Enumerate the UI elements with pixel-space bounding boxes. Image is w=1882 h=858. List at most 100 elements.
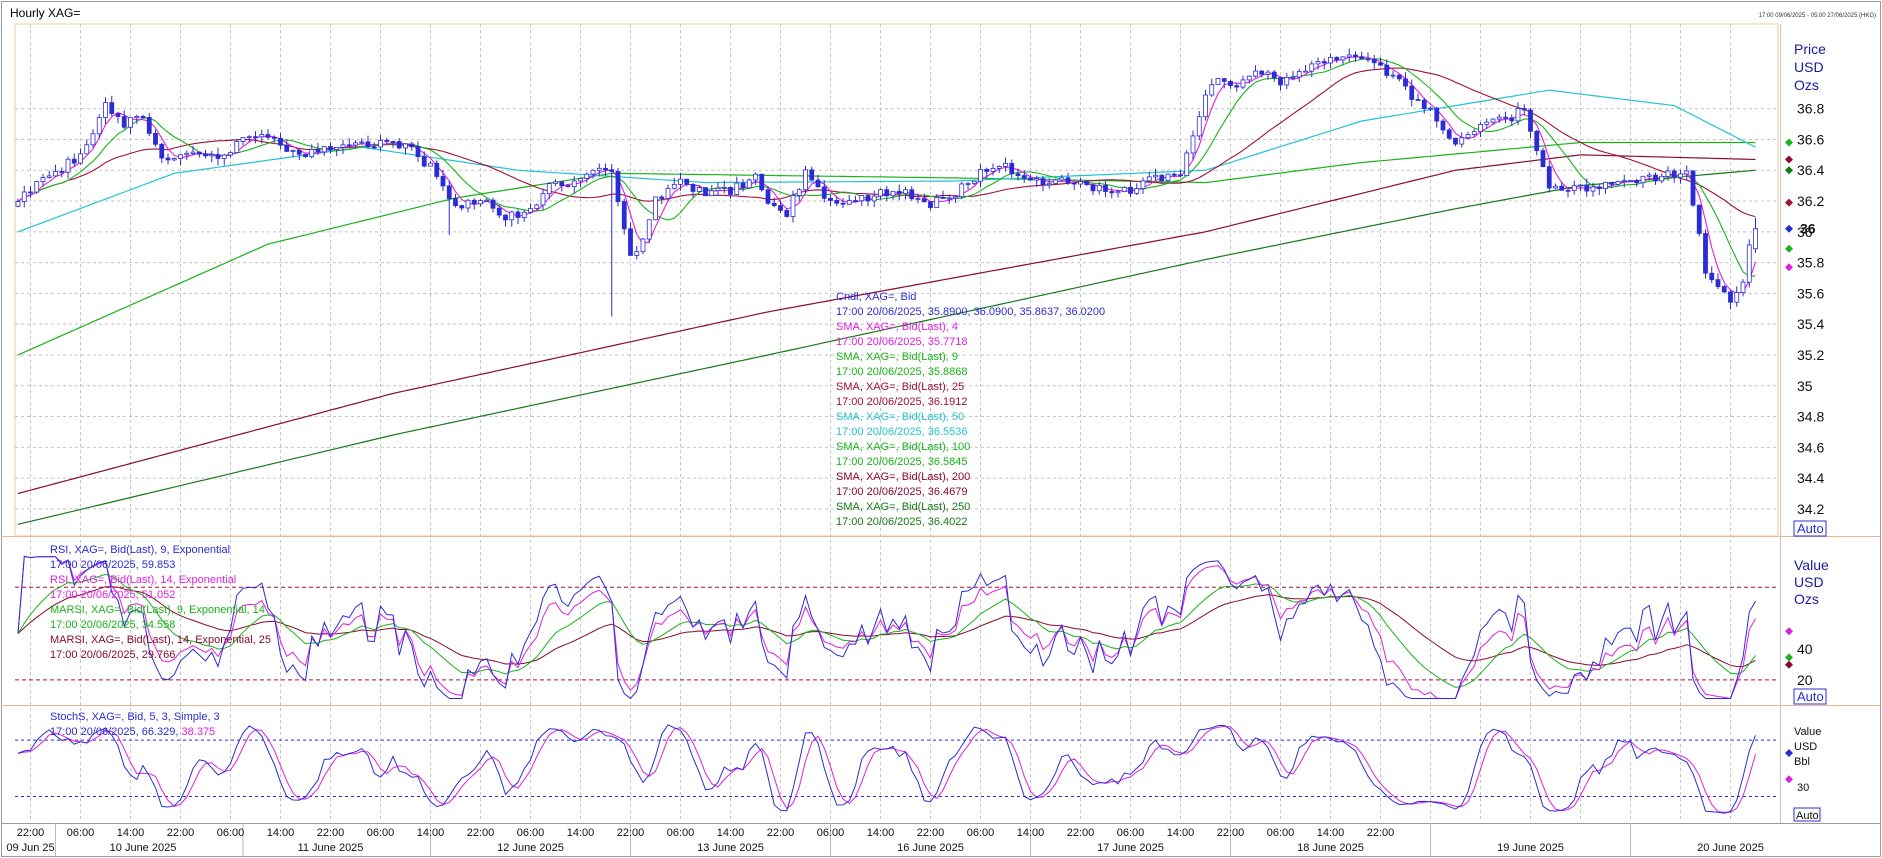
candle	[1053, 178, 1058, 184]
candle-body	[1596, 186, 1602, 190]
candle	[1346, 48, 1352, 62]
candle	[421, 151, 427, 168]
candle	[309, 144, 315, 159]
candle	[1421, 97, 1427, 114]
candle-body	[1546, 166, 1552, 189]
candle	[1253, 65, 1258, 78]
candle	[740, 179, 746, 192]
candle-body	[1728, 291, 1733, 303]
candle-body	[253, 136, 258, 139]
candle-body	[65, 158, 71, 173]
candle-body	[440, 176, 446, 187]
candle	[515, 209, 521, 224]
candle	[1015, 168, 1021, 181]
candle	[1103, 181, 1108, 198]
candle-body	[53, 171, 58, 177]
x-hour-label: 06:00	[1267, 827, 1295, 839]
x-date-label: 16 June 2025	[897, 842, 964, 854]
stoch-legend-d: 38.375	[182, 726, 216, 738]
candle-body	[1615, 181, 1621, 185]
candle-body	[1578, 184, 1583, 187]
x-date-label: 09 Jun 25	[6, 842, 54, 854]
price-tick-label: 36.6	[1797, 131, 1824, 147]
candle-body	[796, 189, 802, 196]
candle	[853, 195, 858, 202]
price-tick-label: 36.2	[1797, 193, 1824, 209]
axis-title-line: Ozs	[1794, 591, 1819, 607]
axis-title-line: Price	[1794, 41, 1826, 57]
candle	[646, 219, 652, 244]
legend-line: MARSI, XAG=, Bid(Last), 14, Exponential,…	[50, 634, 271, 646]
candlestick-series	[15, 48, 1758, 317]
candle-body	[1559, 185, 1565, 191]
candle-body	[1634, 180, 1640, 184]
candle	[1071, 182, 1077, 190]
x-hour-label: 22:00	[617, 827, 645, 839]
candle	[896, 184, 902, 201]
x-hour-label: 22:00	[167, 827, 195, 839]
candle	[1734, 286, 1740, 307]
candle-body	[1096, 184, 1102, 192]
candle-body	[1203, 94, 1208, 118]
candle	[1484, 118, 1490, 129]
candle	[1284, 73, 1290, 90]
rsi-auto-button[interactable]: Auto	[1793, 688, 1827, 705]
candle	[478, 199, 483, 207]
legend-line: StochS, XAG=, Bid, 5, 3, Simple, 3	[50, 711, 220, 723]
candle-body	[871, 195, 877, 202]
candle	[1221, 77, 1227, 89]
candle	[1590, 182, 1596, 197]
candle	[259, 129, 265, 144]
candle	[1503, 111, 1508, 123]
legend-line: 17:00 20/06/2025, 36.4679	[836, 486, 968, 498]
candle	[1653, 172, 1658, 185]
auto-button-label[interactable]: Auto	[1797, 689, 1824, 704]
candle	[1009, 159, 1015, 178]
candle-body	[1065, 177, 1071, 184]
auto-button-box[interactable]	[1793, 807, 1821, 822]
candle	[1471, 129, 1477, 137]
candle	[1296, 68, 1302, 83]
candle	[946, 194, 952, 204]
candle-body	[378, 139, 383, 148]
candle	[1709, 266, 1715, 283]
auto-button-label[interactable]: Auto	[1796, 810, 1819, 822]
x-hour-label: 22:00	[1067, 827, 1095, 839]
candle	[196, 151, 202, 158]
candle	[784, 208, 790, 218]
candle-body	[596, 167, 602, 171]
auto-button-label[interactable]: Auto	[1797, 521, 1824, 536]
marsi-14-line	[17, 586, 1756, 668]
candle	[1259, 70, 1265, 78]
candle	[1384, 59, 1390, 79]
candle	[184, 150, 190, 160]
candle-body	[828, 197, 833, 201]
candle	[1046, 178, 1052, 189]
legend-line: 17:00 20/06/2025, 66.329, 38.375	[50, 726, 215, 738]
candle	[596, 163, 602, 177]
auto-button-box[interactable]	[1793, 520, 1827, 537]
stoch-auto-button[interactable]: Auto	[1793, 807, 1821, 822]
candle-body	[1453, 137, 1458, 145]
candle-body	[896, 190, 902, 194]
x-hour-label: 14:00	[267, 827, 295, 839]
price-auto-button[interactable]: Auto	[1793, 520, 1827, 537]
candle-body	[978, 168, 983, 182]
candle-body	[1690, 170, 1696, 206]
price-marker	[1785, 138, 1793, 147]
candle	[240, 137, 246, 146]
candle-body	[609, 169, 615, 172]
candle-body	[334, 146, 340, 150]
candle-body	[1071, 182, 1077, 185]
candle	[21, 185, 27, 208]
candle-body	[784, 210, 790, 217]
candle-body	[1146, 176, 1152, 182]
candle-body	[640, 238, 646, 253]
candle-body	[1271, 71, 1277, 79]
candle-body	[1053, 179, 1058, 184]
auto-button-box[interactable]	[1793, 688, 1827, 705]
candle-body	[1334, 56, 1340, 61]
candle-body	[71, 158, 77, 164]
candle	[921, 193, 927, 203]
candle-body	[453, 198, 458, 207]
